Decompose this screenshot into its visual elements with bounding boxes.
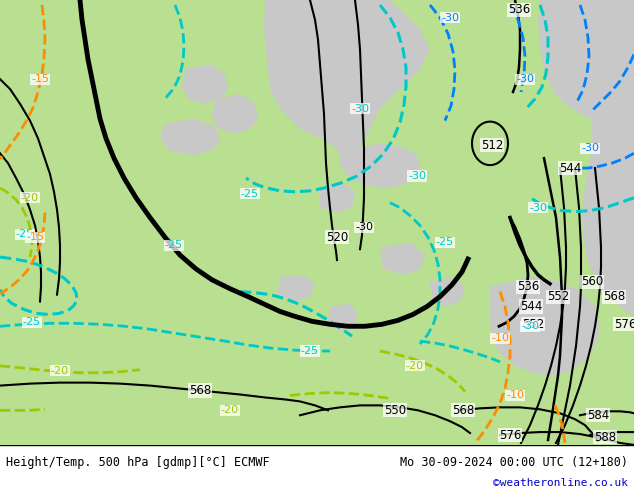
Text: -30: -30 (351, 104, 369, 114)
Text: -25: -25 (16, 229, 34, 239)
Text: 584: 584 (587, 409, 609, 422)
Text: -20: -20 (51, 366, 69, 376)
Text: 552: 552 (547, 290, 569, 303)
Polygon shape (212, 94, 258, 133)
Text: 520: 520 (326, 231, 348, 244)
Text: 512: 512 (481, 139, 503, 152)
Text: -30: -30 (529, 203, 547, 213)
Text: -10: -10 (491, 333, 509, 343)
Text: -30: -30 (516, 74, 534, 84)
Text: -30: -30 (441, 13, 459, 23)
Text: Mo 30-09-2024 00:00 UTC (12+180): Mo 30-09-2024 00:00 UTC (12+180) (399, 456, 628, 468)
Polygon shape (264, 0, 430, 158)
Polygon shape (538, 0, 634, 128)
Text: 568: 568 (452, 404, 474, 417)
Text: -25: -25 (23, 318, 41, 327)
Text: 560: 560 (581, 275, 603, 288)
Text: -15: -15 (31, 74, 49, 84)
Polygon shape (182, 64, 228, 104)
Text: 568: 568 (189, 384, 211, 397)
Text: -20: -20 (221, 405, 239, 416)
Text: 576: 576 (614, 318, 634, 331)
Polygon shape (320, 183, 355, 213)
Text: -20: -20 (21, 193, 39, 203)
Polygon shape (340, 144, 420, 188)
Text: -15: -15 (26, 232, 44, 242)
Text: 536: 536 (517, 280, 539, 293)
Text: 544: 544 (520, 300, 542, 313)
Polygon shape (380, 242, 425, 275)
Text: ©weatheronline.co.uk: ©weatheronline.co.uk (493, 478, 628, 488)
Text: -25: -25 (301, 346, 319, 356)
Text: 576: 576 (499, 429, 521, 441)
Text: 536: 536 (508, 3, 530, 16)
Text: -25: -25 (165, 240, 183, 250)
Polygon shape (580, 99, 634, 317)
Text: Height/Temp. 500 hPa [gdmp][°C] ECMWF: Height/Temp. 500 hPa [gdmp][°C] ECMWF (6, 456, 270, 468)
Text: 552: 552 (522, 318, 544, 331)
Text: 588: 588 (594, 431, 616, 443)
Text: 544: 544 (559, 162, 581, 174)
Polygon shape (328, 303, 358, 331)
Polygon shape (490, 277, 600, 376)
Text: -30: -30 (355, 222, 373, 232)
Text: -30: -30 (521, 321, 539, 331)
Text: -20: -20 (406, 361, 424, 371)
Text: -25: -25 (436, 237, 454, 247)
Polygon shape (278, 275, 315, 301)
Text: -10: -10 (506, 391, 524, 400)
Text: -30: -30 (581, 143, 599, 153)
Polygon shape (160, 119, 220, 155)
Text: -30: -30 (408, 171, 426, 181)
Polygon shape (0, 0, 634, 445)
Text: 550: 550 (384, 404, 406, 417)
Text: 568: 568 (603, 290, 625, 303)
Polygon shape (430, 277, 465, 307)
Text: -25: -25 (241, 189, 259, 199)
